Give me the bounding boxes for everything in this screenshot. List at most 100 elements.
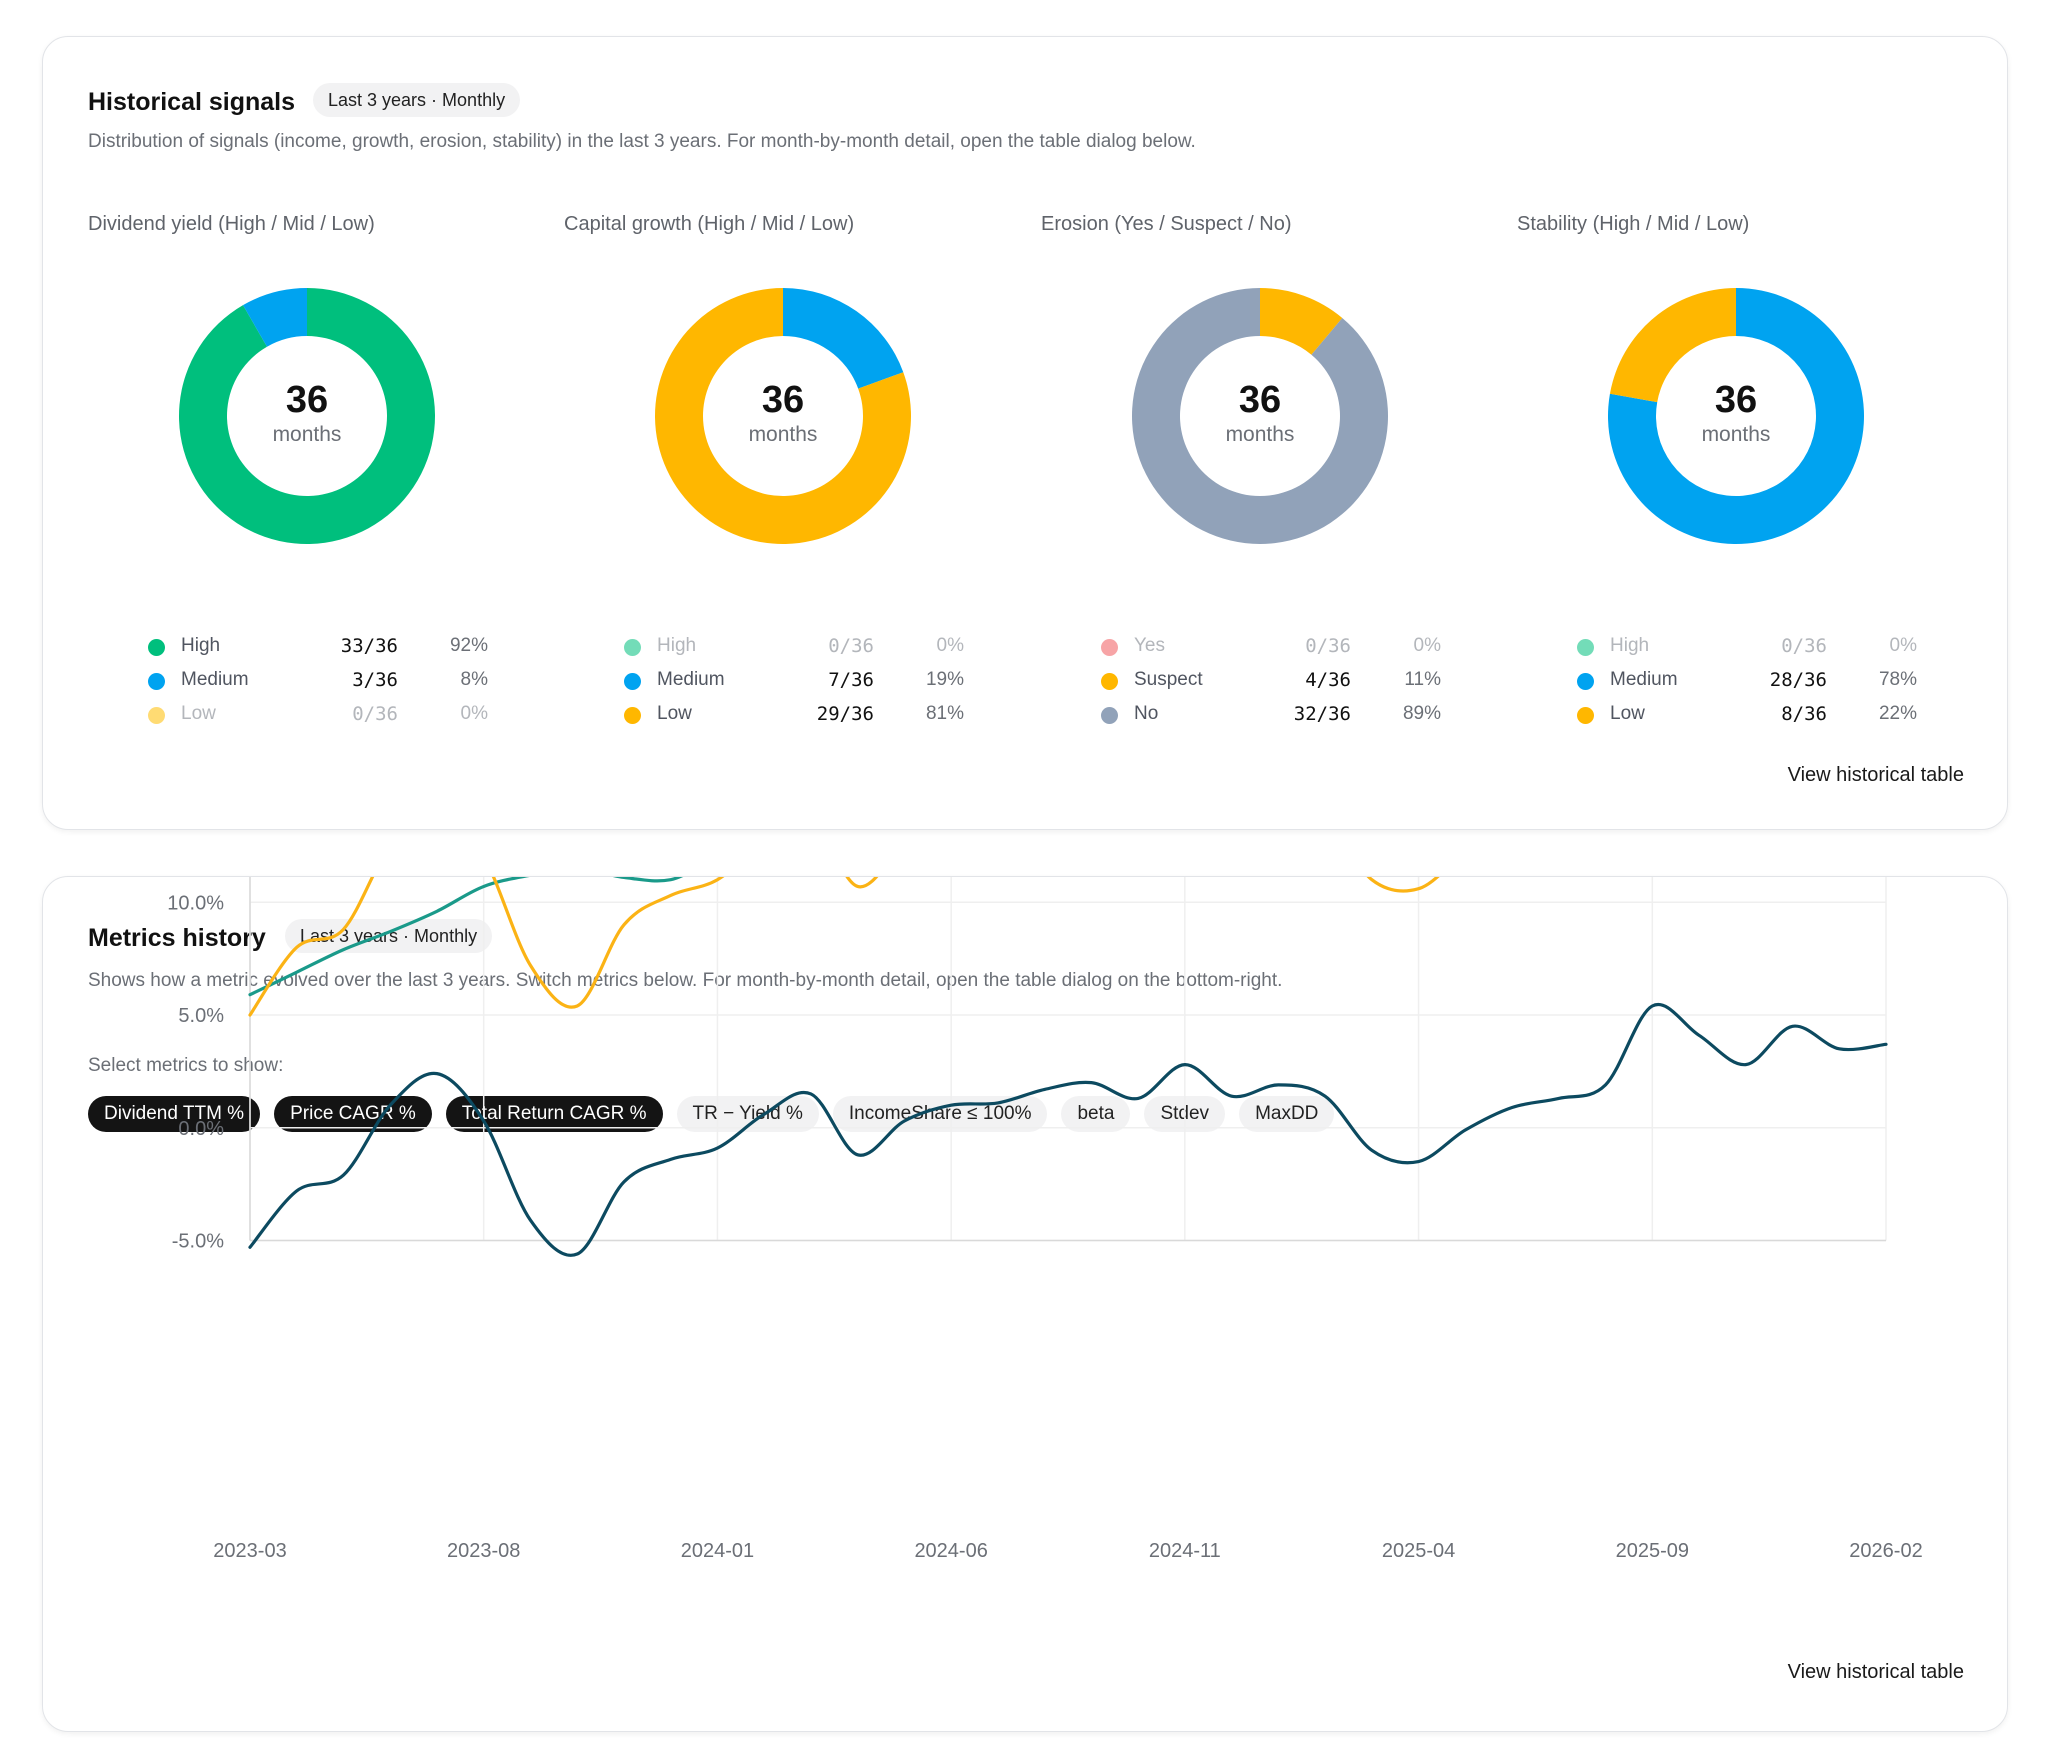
legend-count: 7/36	[828, 669, 874, 691]
metric-chip[interactable]: IncomeShare ≤ 100%	[832, 1096, 1048, 1132]
legend-label: No	[1134, 703, 1159, 724]
legend-row-medium: Medium 7/36 19%	[624, 666, 964, 696]
legend-label: Medium	[181, 669, 249, 690]
legend-dot	[624, 639, 641, 656]
signals-title: Historical signals	[88, 88, 296, 116]
legend-dot	[624, 707, 641, 724]
capital-growth-donut: Capital growth (High / Mid / Low) 36 month…	[564, 37, 1040, 831]
y-tick-label: 10.0%	[167, 892, 224, 914]
donut-ring	[655, 288, 911, 544]
series-line-0	[248, 877, 684, 997]
legend-dot	[1101, 673, 1118, 690]
donut-center-label: months	[1225, 423, 1295, 446]
donut-slice-no	[1132, 288, 1388, 544]
metrics-description: Shows how a metric evolved over the last…	[88, 970, 1283, 991]
donut-ring	[179, 288, 435, 544]
legend-row-yes: Yes 0/36 0%	[1101, 632, 1441, 662]
donut-title: Stability (High / Mid / Low)	[1517, 213, 1750, 235]
donut-slice-high	[179, 288, 435, 544]
legend-dot	[1577, 707, 1594, 724]
metric-chip[interactable]: Dividend TTM %	[88, 1096, 261, 1132]
metrics-history-card: Metrics history Last 3 years · Monthly S…	[42, 876, 2008, 1732]
x-tick-label: 2024-11	[1149, 1540, 1221, 1562]
y-tick-label: 5.0%	[178, 1005, 224, 1027]
donut-slice-suspect	[1260, 288, 1343, 355]
legend-percent: 0%	[1889, 635, 1917, 656]
legend-dot	[1101, 707, 1118, 724]
legend-row-suspect: Suspect 4/36 11%	[1101, 666, 1441, 696]
donut-center-count: 36	[1238, 379, 1282, 421]
y-tick-label: -5.0%	[172, 1231, 224, 1253]
legend-label: Medium	[657, 669, 725, 690]
legend-dot	[1577, 673, 1594, 690]
legend-row-low: Low 29/36 81%	[624, 700, 964, 730]
metric-chips: Dividend TTM % Price CAGR % Total Return C…	[88, 1096, 1335, 1132]
legend-count: 28/36	[1769, 669, 1827, 691]
donut-slice-low	[1609, 288, 1736, 403]
legend-percent: 22%	[1878, 703, 1917, 724]
legend-label: Yes	[1134, 635, 1165, 656]
select-metrics-label: Select metrics to show:	[88, 1055, 284, 1076]
donut-slice-medium	[1608, 288, 1864, 544]
metric-chip[interactable]: MaxDD	[1239, 1096, 1335, 1132]
donut-center-label: months	[1701, 423, 1771, 446]
metrics-line-chart: 15.0%10.0%5.0%0.0%-5.0%2023-032023-08202…	[167, 877, 1923, 1562]
legend-label: Low	[657, 703, 692, 724]
legend-percent: 92%	[449, 635, 488, 656]
legend-row-medium: Medium 3/36 8%	[148, 666, 488, 696]
metric-chip[interactable]: Price CAGR %	[274, 1096, 432, 1132]
dividend-yield-donut: Dividend yield (High / Mid / Low) 36 month…	[88, 37, 564, 831]
x-tick-label: 2024-01	[681, 1540, 754, 1562]
legend-percent: 8%	[460, 669, 488, 690]
legend-count: 0/36	[1305, 635, 1351, 657]
metric-chip[interactable]: Total Return CAGR %	[445, 1096, 663, 1132]
x-tick-label: 2025-04	[1382, 1540, 1455, 1562]
legend-count: 0/36	[828, 635, 874, 657]
legend-row-low: Low 0/36 0%	[148, 700, 488, 730]
legend-row-high: High 33/36 92%	[148, 632, 488, 662]
legend-label: High	[657, 635, 697, 656]
legend-percent: 89%	[1402, 703, 1441, 724]
legend-count: 32/36	[1293, 703, 1351, 725]
legend-row-high: High 0/36 0%	[1577, 632, 1917, 662]
legend-label: High	[1610, 635, 1650, 656]
legend-dot	[148, 673, 165, 690]
donut-center-count: 36	[761, 379, 805, 421]
legend-count: 0/36	[352, 703, 398, 725]
donut-ring	[1608, 288, 1864, 544]
legend-row-low: Low 8/36 22%	[1577, 700, 1917, 730]
legend-dot	[148, 639, 165, 656]
legend-label: Low	[1610, 703, 1645, 724]
legend-label: Medium	[1610, 669, 1678, 690]
legend-dot	[624, 673, 641, 690]
donut-center-count: 36	[1714, 379, 1758, 421]
donut-title: Capital growth (High / Mid / Low)	[564, 213, 855, 235]
donut-slice-medium	[783, 288, 904, 389]
x-tick-label: 2023-03	[213, 1540, 286, 1562]
legend-label: Suspect	[1134, 669, 1203, 690]
legend-dot	[1101, 639, 1118, 656]
donut-title: Dividend yield (High / Mid / Low)	[88, 213, 375, 235]
legend-count: 8/36	[1781, 703, 1827, 725]
donut-center-label: months	[272, 423, 342, 446]
legend-row-high: High 0/36 0%	[624, 632, 964, 662]
series-line-1	[248, 877, 1440, 1017]
legend-label: High	[181, 635, 221, 656]
x-tick-label: 2026-02	[1849, 1540, 1922, 1562]
x-tick-label: 2025-09	[1616, 1540, 1689, 1562]
y-tick-label: 0.0%	[178, 1118, 224, 1140]
erosion-donut: Erosion (Yes / Suspect / No) 36 months Yes 0…	[1041, 37, 1517, 831]
legend-percent: 0%	[1413, 635, 1441, 656]
legend-percent: 78%	[1878, 669, 1917, 690]
signals-view-table-link[interactable]: View historical table	[1787, 764, 1964, 786]
legend-label: Low	[181, 703, 216, 724]
donut-slice-low	[655, 288, 911, 544]
legend-dot	[1577, 639, 1594, 656]
legend-row-no: No 32/36 89%	[1101, 700, 1441, 730]
metrics-view-table-link[interactable]: View historical table	[1787, 1661, 1964, 1683]
metric-chip[interactable]: beta	[1061, 1096, 1131, 1132]
metrics-title: Metrics history	[88, 924, 266, 952]
donut-center-label: months	[748, 423, 818, 446]
donut-slice-medium	[243, 288, 307, 347]
donut-center-count: 36	[285, 379, 329, 421]
